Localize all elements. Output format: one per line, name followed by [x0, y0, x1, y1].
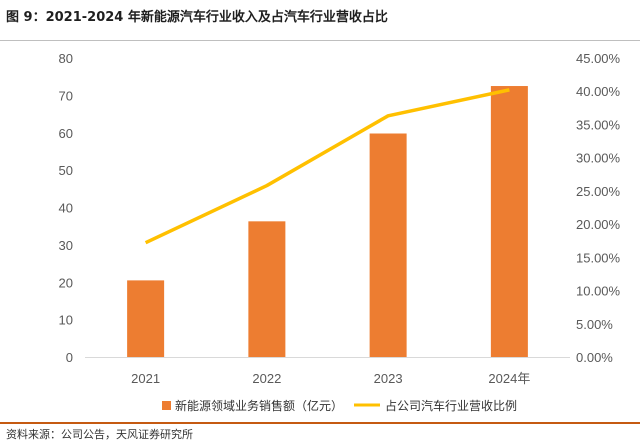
y-right-tick-label: 5.00%	[576, 317, 613, 332]
y-right-tick-label: 0.00%	[576, 350, 613, 365]
y-right-tick-label: 25.00%	[576, 184, 621, 199]
chart-title: 图 9：2021-2024 年新能源汽车行业收入及占汽车行业营收占比	[6, 10, 388, 25]
x-tick-label: 2021	[131, 371, 160, 386]
bar-2023	[369, 133, 407, 357]
x-axis-ticks: 2021 2022 2023 2024年	[131, 371, 530, 386]
legend-line-label: 占公司汽车行业营收比例	[385, 398, 517, 413]
y-right-tick-label: 15.00%	[576, 250, 621, 265]
source-note: 资料来源：公司公告，天风证券研究所	[6, 428, 193, 441]
y-left-tick-label: 0	[66, 350, 73, 365]
legend-bar-swatch	[162, 401, 171, 410]
legend: 新能源领域业务销售额（亿元） 占公司汽车行业营收比例	[162, 398, 517, 413]
x-tick-label: 2023	[374, 371, 403, 386]
y-right-tick-label: 35.00%	[576, 117, 621, 132]
legend-bar-label: 新能源领域业务销售额（亿元）	[175, 398, 343, 413]
y-left-tick-label: 70	[59, 88, 73, 103]
line-series	[144, 88, 510, 245]
x-tick-label: 2024年	[488, 371, 530, 386]
y-right-tick-label: 10.00%	[576, 284, 621, 299]
bar-2021	[127, 280, 165, 357]
title-divider	[0, 40, 640, 41]
bar-2024年	[490, 86, 528, 357]
y-left-tick-label: 60	[59, 126, 73, 141]
y-left-tick-label: 20	[59, 275, 73, 290]
y-left-tick-label: 80	[59, 51, 73, 66]
y-right-tick-label: 30.00%	[576, 151, 621, 166]
left-axis-ticks: 0 10 20 30 40 50 60 70 80	[59, 51, 73, 365]
y-right-tick-label: 20.00%	[576, 217, 621, 232]
footer-divider	[0, 422, 640, 424]
bar-2022	[248, 221, 286, 357]
x-tick-label: 2022	[252, 371, 281, 386]
y-left-tick-label: 50	[59, 163, 73, 178]
y-right-tick-label: 40.00%	[576, 84, 621, 99]
y-right-tick-label: 45.00%	[576, 51, 621, 66]
bar-series	[127, 86, 528, 357]
combo-chart: 0 10 20 30 40 50 60 70 80 0.00% 5.00% 10.00% 15.00%…	[59, 51, 621, 413]
y-left-tick-label: 10	[59, 313, 73, 328]
y-left-tick-label: 40	[59, 201, 73, 216]
right-axis-ticks: 0.00% 5.00% 10.00% 15.00% 20.00% 25.00% 30.00%…	[576, 51, 621, 365]
y-left-tick-label: 30	[59, 238, 73, 253]
